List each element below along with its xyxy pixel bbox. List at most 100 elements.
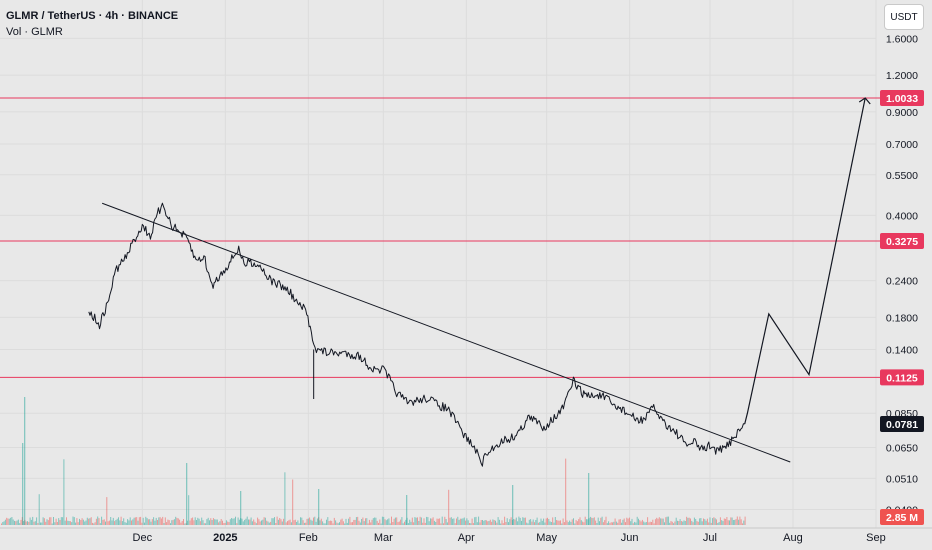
volume-bar	[42, 517, 44, 525]
volume-bar	[137, 520, 139, 525]
volume-bar	[151, 519, 153, 525]
volume-bar	[686, 516, 688, 525]
volume-bar	[310, 519, 312, 525]
volume-bar	[396, 517, 398, 525]
y-tick-label: 0.1800	[886, 312, 918, 324]
volume-bar	[323, 523, 325, 525]
volume-bar	[394, 517, 396, 525]
volume-bar	[433, 520, 435, 525]
volume-bar	[452, 518, 454, 525]
volume-bar	[253, 519, 255, 525]
volume-bar	[210, 518, 212, 525]
volume-bar	[71, 522, 73, 525]
currency-button[interactable]: USDT	[884, 4, 924, 30]
volume-bar	[415, 517, 417, 525]
volume-bar	[461, 518, 463, 525]
volume-bar	[610, 522, 612, 525]
volume-bar	[736, 516, 738, 525]
volume-bar	[242, 521, 244, 525]
volume-bar	[675, 517, 677, 525]
volume-bar	[105, 521, 106, 525]
x-tick-label: Mar	[374, 532, 393, 544]
volume-bar	[732, 520, 734, 525]
volume-bar	[557, 520, 559, 525]
volume-bar	[472, 523, 474, 525]
volume-bar	[645, 522, 647, 525]
volume-bar	[606, 523, 608, 525]
volume-bar	[106, 497, 108, 525]
volume-bar	[131, 520, 132, 525]
volume-bar	[320, 518, 322, 525]
volume-bar	[56, 522, 58, 525]
volume-indicator-label[interactable]: Vol · GLMR	[6, 26, 63, 38]
volume-bar	[107, 521, 109, 525]
volume-bar	[77, 522, 79, 525]
volume-bar	[553, 522, 555, 525]
volume-bar	[392, 522, 394, 525]
volume-bar	[636, 516, 638, 525]
volume-bar	[150, 521, 152, 525]
volume-bar	[313, 517, 314, 525]
volume-bar	[58, 518, 60, 525]
volume-bar	[426, 516, 428, 525]
volume-bar	[410, 521, 412, 525]
volume-bar	[510, 517, 512, 525]
volume-bar	[595, 520, 597, 525]
volume-bar	[202, 520, 204, 525]
volume-bar	[284, 472, 286, 525]
volume-bar	[206, 519, 208, 525]
volume-bar	[688, 517, 690, 525]
volume-bar	[534, 522, 535, 525]
volume-bar	[59, 520, 61, 525]
volume-bar	[266, 520, 268, 525]
x-tick-label: May	[536, 532, 557, 544]
volume-bar	[530, 519, 532, 525]
volume-bar	[133, 517, 135, 525]
volume-bar	[296, 522, 298, 525]
volume-bar	[704, 519, 706, 525]
volume-bar	[235, 516, 236, 525]
volume-bar	[92, 522, 93, 525]
y-tick-label: 1.6000	[886, 33, 918, 45]
volume-bar	[69, 521, 71, 525]
volume-bar	[283, 518, 285, 525]
volume-bar	[128, 520, 130, 525]
volume-bar	[36, 517, 38, 525]
volume-bar	[246, 516, 248, 525]
volume-bar	[640, 521, 642, 525]
volume-bar	[366, 518, 368, 525]
x-tick-label: 2025	[213, 532, 237, 544]
volume-bar	[661, 518, 663, 525]
volume-bar	[706, 518, 708, 525]
volume-bar	[319, 520, 321, 525]
volume-bar	[708, 522, 710, 525]
volume-bar	[101, 516, 103, 525]
volume-bar	[268, 522, 270, 525]
volume-bar	[488, 521, 490, 525]
volume-bar	[479, 522, 481, 525]
volume-bar	[448, 489, 450, 525]
volume-bar	[493, 520, 495, 525]
volume-bar	[60, 517, 62, 525]
volume-bar	[30, 519, 32, 525]
volume-bar	[662, 518, 664, 525]
volume-bar	[592, 518, 594, 525]
volume-bar	[440, 523, 442, 525]
volume-bar	[404, 521, 405, 525]
volume-bar	[537, 522, 539, 525]
volume-bar	[628, 517, 630, 525]
volume-bar	[453, 518, 455, 525]
volume-bar	[602, 522, 604, 525]
volume-bar	[401, 517, 403, 525]
chart-legend: GLMR / TetherUS · 4h · BINANCE Vol · GLM…	[6, 8, 178, 40]
symbol-title[interactable]: GLMR / TetherUS · 4h · BINANCE	[6, 10, 179, 22]
volume-bar	[398, 521, 400, 525]
volume-bar	[12, 519, 14, 525]
volume-bar	[630, 521, 632, 525]
volume-bar	[19, 523, 21, 525]
volume-bar	[599, 521, 600, 525]
volume-bar	[340, 519, 342, 525]
volume-bar	[241, 518, 243, 525]
volume-bar	[693, 517, 695, 525]
